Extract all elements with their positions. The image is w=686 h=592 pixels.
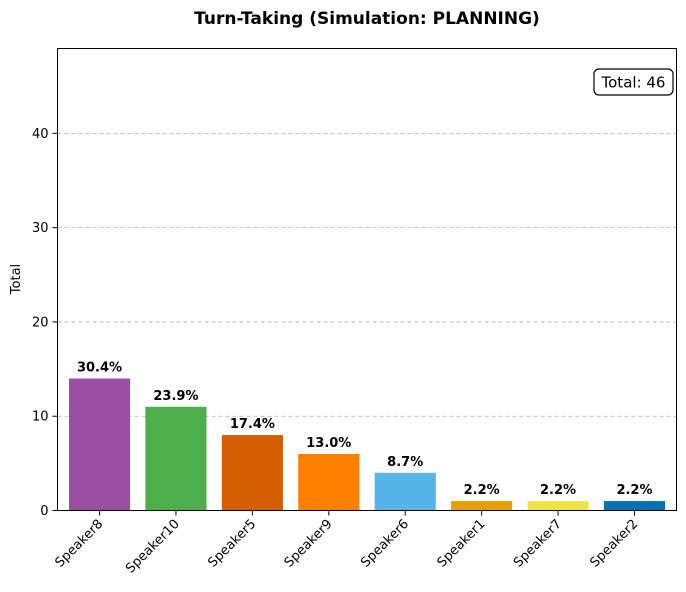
chart-title: Turn-Taking (Simulation: PLANNING)	[194, 9, 540, 29]
bar-percent-label: 2.2%	[540, 483, 576, 498]
bars-layer	[68, 378, 666, 511]
y-axis-ticks: 0 10 20 30 40	[32, 127, 58, 519]
axes-frame	[57, 48, 677, 511]
bar	[527, 501, 589, 511]
bar	[298, 453, 360, 511]
bar	[221, 435, 283, 511]
y-tick-label: 20	[32, 315, 49, 330]
bar-percent-label: 8.7%	[387, 455, 423, 470]
x-tick-label: Speaker8	[53, 517, 107, 571]
bar-percent-label: 2.2%	[464, 483, 500, 498]
bar	[374, 472, 436, 511]
bar-percent-label: 17.4%	[230, 417, 275, 432]
y-tick-label: 40	[32, 127, 49, 142]
x-tick-label: Speaker6	[358, 517, 412, 571]
bar-percent-label: 30.4%	[77, 361, 122, 376]
y-tick-label: 10	[32, 410, 49, 425]
total-annotation: Total: 46	[593, 68, 674, 96]
bar-percent-label: 13.0%	[306, 436, 351, 451]
x-axis-ticks: Speaker8 Speaker10 Speaker5 Speaker9 Speaker…	[53, 510, 641, 577]
grid-layer	[57, 132, 677, 417]
labels-layer: 30.4% 23.9% 17.4% 13.0% 8.7% 2.2% 2.2% 2.2%	[77, 361, 653, 499]
bar-percent-label: 23.9%	[153, 389, 198, 404]
bar	[145, 406, 207, 511]
y-tick-label: 30	[32, 221, 49, 236]
total-annotation-text: Total: 46	[601, 74, 666, 92]
bar-percent-label: 2.2%	[616, 483, 652, 498]
y-axis-label: Total	[9, 264, 24, 295]
x-tick-label: Speaker5	[205, 517, 259, 571]
x-tick-label: Speaker7	[511, 517, 565, 571]
x-tick-label: Speaker9	[282, 517, 336, 571]
total-annotation-box	[593, 68, 674, 96]
y-tick-label: 0	[40, 504, 48, 519]
bar	[451, 501, 513, 511]
x-tick-label: Speaker1	[435, 517, 489, 571]
x-tick-label: Speaker10	[123, 517, 183, 577]
x-tick-label: Speaker2	[587, 517, 641, 571]
bar	[68, 378, 131, 511]
bar	[603, 501, 666, 511]
